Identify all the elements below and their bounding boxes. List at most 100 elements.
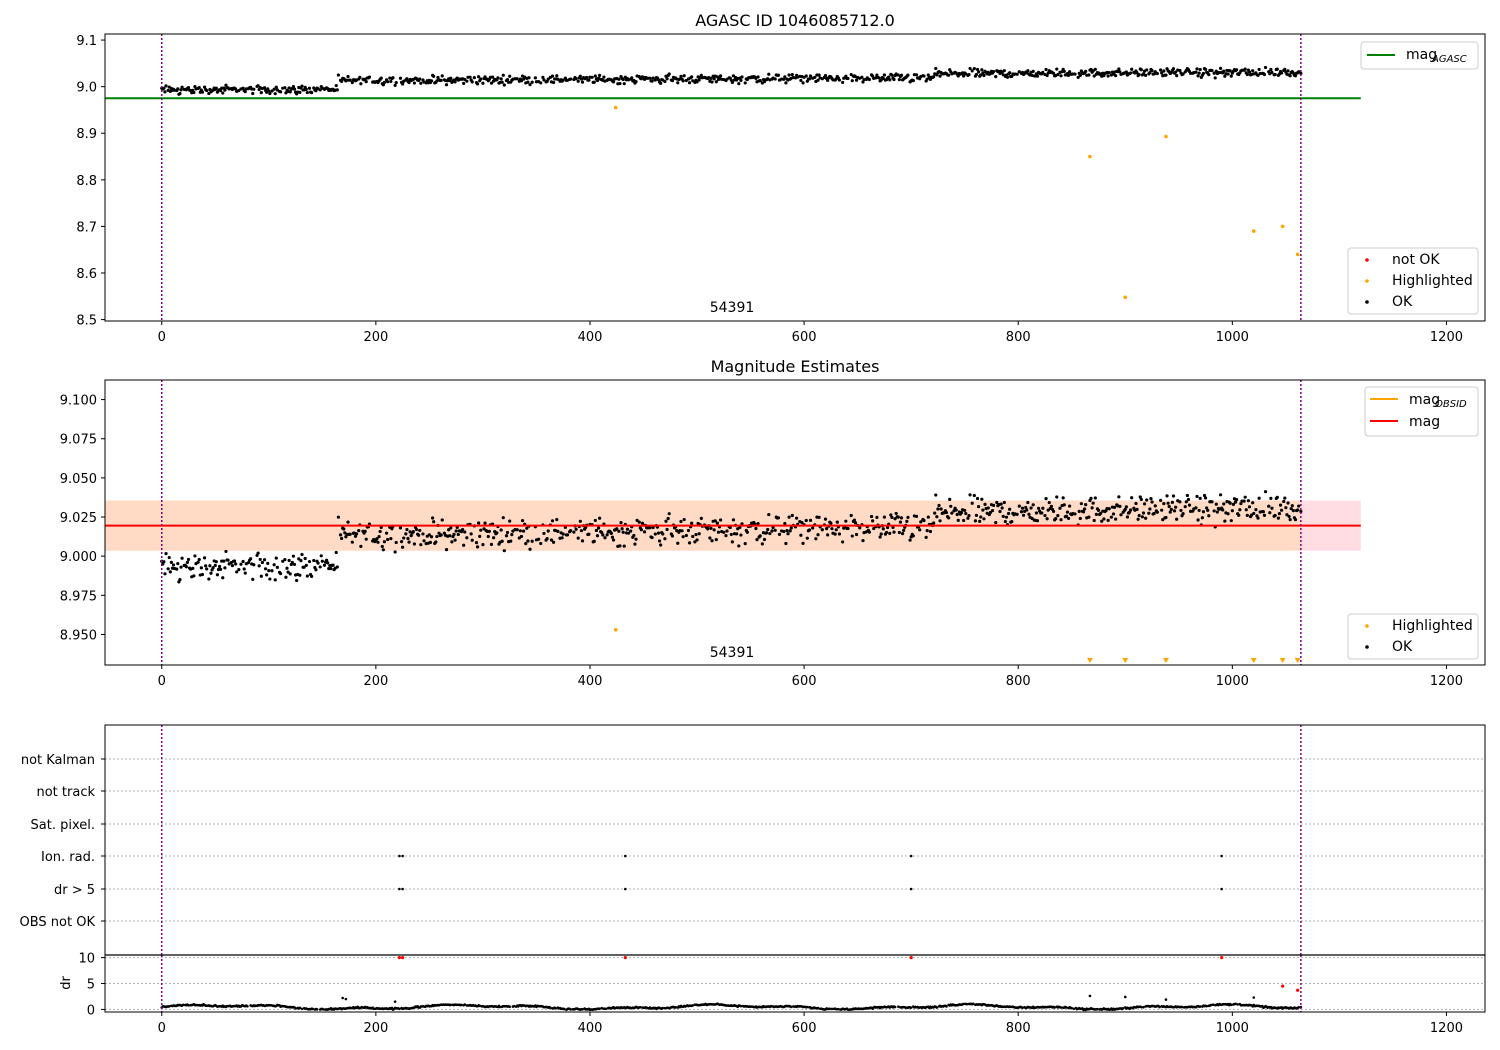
ok-point bbox=[1100, 519, 1104, 523]
y-tick-label: 10 bbox=[78, 952, 95, 967]
ok-point bbox=[770, 529, 774, 533]
ok-point bbox=[587, 78, 591, 82]
ok-point bbox=[223, 88, 227, 92]
ok-point bbox=[501, 516, 505, 520]
ok-point bbox=[817, 73, 821, 77]
y-tick-label: 0 bbox=[87, 1003, 95, 1018]
ok-point bbox=[1275, 495, 1279, 499]
ok-point bbox=[530, 80, 534, 84]
ok-point bbox=[504, 534, 509, 538]
y-tick-label: 8.9 bbox=[76, 127, 97, 142]
ok-point bbox=[712, 528, 716, 532]
ok-point bbox=[1243, 495, 1247, 499]
dr-ok-point bbox=[569, 1008, 573, 1011]
ok-point bbox=[790, 513, 794, 518]
ok-point bbox=[1229, 74, 1233, 78]
ok-point bbox=[312, 558, 316, 563]
ok-point bbox=[1134, 501, 1138, 506]
ok-point bbox=[1279, 71, 1284, 75]
ok-point bbox=[237, 567, 241, 572]
ok-point bbox=[542, 78, 546, 82]
ok-point bbox=[598, 516, 602, 520]
ok-point bbox=[363, 529, 367, 533]
ok-point bbox=[899, 516, 904, 520]
ok-point bbox=[1181, 511, 1185, 516]
ok-point bbox=[331, 563, 335, 567]
ok-point bbox=[991, 503, 996, 507]
ok-point bbox=[637, 520, 641, 524]
ok-point bbox=[1243, 67, 1247, 71]
ok-point bbox=[680, 529, 684, 533]
ok-point bbox=[199, 566, 203, 570]
ok-point bbox=[1256, 516, 1260, 520]
dr-ok-point bbox=[1236, 1003, 1239, 1006]
ok-point bbox=[722, 530, 726, 534]
ok-point bbox=[1201, 71, 1206, 76]
ok-point bbox=[1226, 72, 1230, 76]
ok-point bbox=[922, 518, 926, 523]
ok-point bbox=[1222, 502, 1226, 506]
ok-point bbox=[298, 573, 302, 577]
ok-point bbox=[329, 567, 333, 571]
ok-point bbox=[1003, 519, 1007, 524]
ok-point bbox=[319, 554, 323, 558]
ok-point bbox=[725, 529, 729, 533]
ok-point bbox=[192, 90, 196, 95]
ok-point bbox=[499, 528, 503, 532]
ok-point bbox=[1207, 514, 1211, 518]
ok-point bbox=[434, 540, 438, 544]
ok-point bbox=[618, 81, 622, 86]
ok-point bbox=[401, 82, 405, 86]
ok-point bbox=[1041, 70, 1045, 74]
ok-point bbox=[695, 80, 699, 84]
ok-point bbox=[849, 513, 853, 518]
ok-point bbox=[262, 86, 267, 90]
ok-point bbox=[980, 497, 984, 501]
ok-point bbox=[221, 91, 225, 95]
ok-point bbox=[986, 506, 990, 510]
dr-ok-point bbox=[971, 1002, 975, 1006]
ok-point bbox=[681, 79, 685, 83]
x-tick-label: 800 bbox=[1006, 330, 1031, 345]
ok-point bbox=[288, 90, 292, 94]
ok-point bbox=[919, 520, 923, 524]
ok-point bbox=[621, 77, 625, 82]
ok-point bbox=[223, 566, 227, 570]
ok-point bbox=[560, 536, 564, 540]
ok-point bbox=[982, 73, 986, 78]
ok-point bbox=[163, 572, 167, 576]
ok-point bbox=[773, 528, 777, 532]
ok-point bbox=[1078, 73, 1082, 78]
ok-point bbox=[706, 527, 710, 531]
ok-point bbox=[795, 516, 799, 520]
ok-point bbox=[1233, 500, 1238, 504]
ok-point bbox=[454, 529, 458, 533]
ok-point bbox=[196, 560, 200, 564]
highlighted-point bbox=[1295, 252, 1300, 257]
ok-point bbox=[1002, 69, 1006, 73]
middle-panel-annotation: 54391 bbox=[710, 645, 755, 661]
ok-point bbox=[777, 532, 782, 536]
flags-panel: not Kalman not track Sat. pixel. Ion. rad. d… bbox=[20, 724, 1486, 956]
ok-point bbox=[1168, 510, 1172, 514]
ok-point bbox=[635, 518, 639, 522]
ok-point bbox=[603, 536, 607, 540]
ok-point bbox=[192, 574, 196, 578]
ok-point bbox=[710, 80, 714, 84]
ok-point bbox=[877, 76, 881, 80]
ok-point bbox=[1079, 502, 1083, 506]
dr-panel-plot-area: 0 200 400 600 800 1000 1200 0 5 10 bbox=[78, 952, 1486, 1036]
ok-point bbox=[490, 75, 495, 79]
ok-point bbox=[274, 556, 278, 560]
ok-point bbox=[1210, 68, 1214, 73]
ok-point bbox=[550, 519, 555, 523]
ok-point bbox=[350, 80, 354, 85]
dr-ok-point bbox=[549, 1006, 552, 1010]
ok-point bbox=[292, 562, 297, 567]
ok-point bbox=[1213, 76, 1217, 80]
y-tick-label: 9.1 bbox=[76, 34, 97, 49]
ok-point bbox=[630, 76, 634, 80]
ok-point bbox=[251, 91, 255, 96]
ok-point bbox=[162, 86, 166, 90]
